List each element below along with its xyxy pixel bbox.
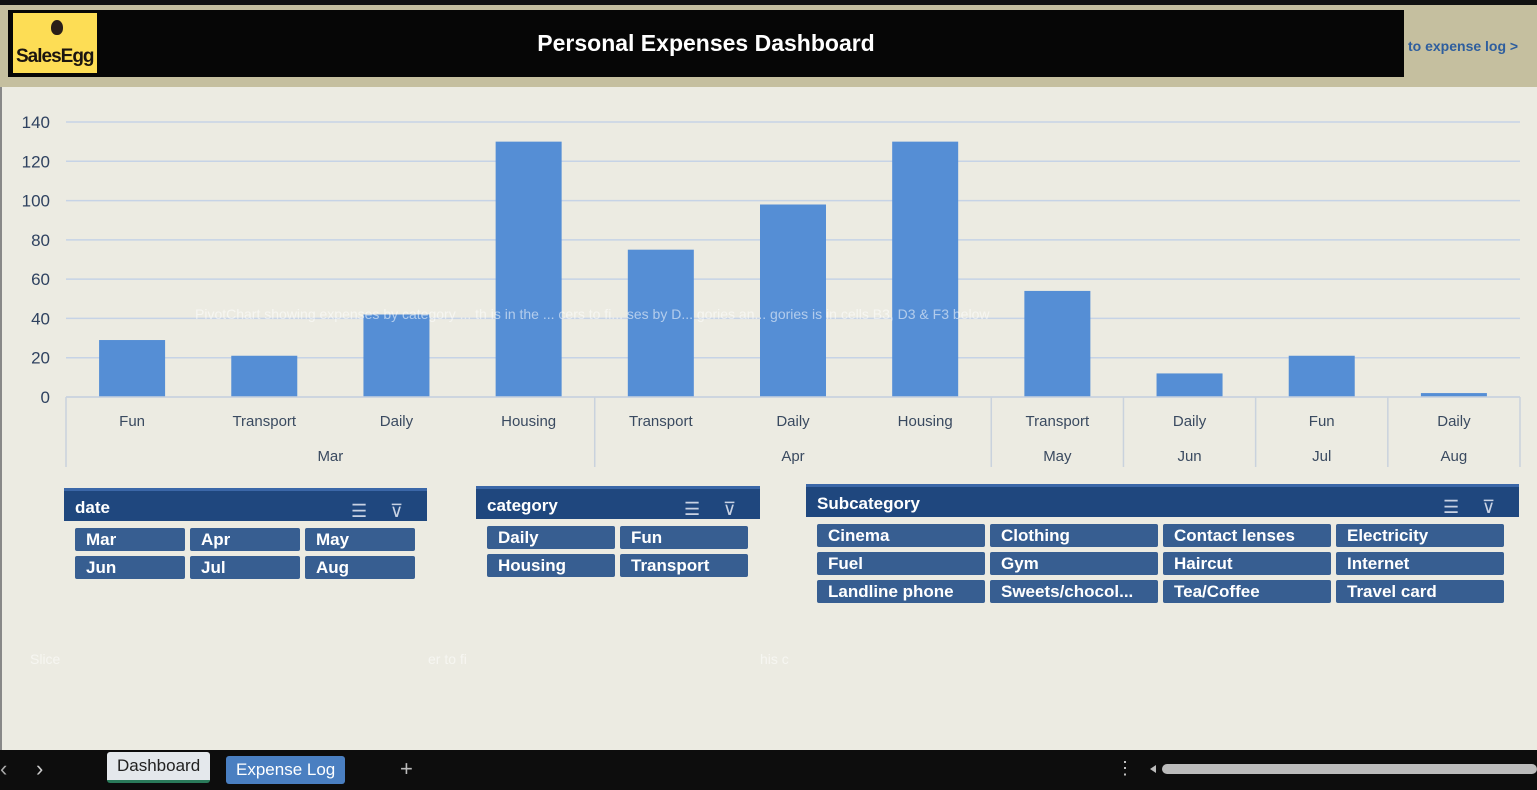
horizontal-scrollbar[interactable] — [1162, 764, 1537, 774]
x-group-label: Aug — [1441, 448, 1468, 465]
y-tick-label: 100 — [22, 192, 50, 211]
category-slicer: category ☰ ⊽ — [476, 486, 760, 519]
x-category-label: Housing — [501, 413, 556, 430]
y-tick-label: 0 — [41, 388, 50, 407]
date-slicer-item[interactable]: Aug — [305, 556, 415, 579]
chart-note: PivotChart showing expenses by category … — [195, 306, 990, 322]
prev-sheet-button[interactable]: ‹ — [0, 756, 8, 781]
x-group-label: Apr — [781, 448, 804, 465]
x-group-label: May — [1043, 448, 1072, 465]
date-slicer-item[interactable]: Mar — [75, 528, 185, 551]
multi-select-icon[interactable]: ☰ — [351, 501, 368, 521]
bar — [760, 204, 826, 397]
bar — [363, 314, 430, 397]
page-title: Personal Expenses Dashboard — [537, 30, 875, 56]
sheet-tab-bar: ‹ › Dashboard Expense Log + ⋮ — [0, 750, 1537, 790]
logo-text: SalesEgg — [16, 46, 95, 67]
category-slicer-item[interactable]: Daily — [487, 526, 615, 549]
x-category-label: Daily — [1173, 413, 1207, 430]
subcategory-slicer-item[interactable]: Haircut — [1163, 552, 1331, 575]
multi-select-icon[interactable]: ☰ — [1443, 497, 1460, 517]
clear-filter-icon[interactable]: ⊽ — [390, 501, 404, 521]
left-border — [0, 87, 2, 750]
date-slicer: date ☰ ⊽ — [64, 488, 427, 521]
y-tick-label: 40 — [31, 309, 50, 328]
multi-select-icon[interactable]: ☰ — [684, 499, 701, 519]
subcategory-slicer-item[interactable]: Fuel — [817, 552, 985, 575]
expenses-pivot-chart[interactable]: 0 20 40 60 80 100 120 140 Fun Transport Daily Housi… — [0, 100, 1537, 470]
bar — [231, 355, 298, 397]
y-tick-label: 20 — [31, 349, 50, 368]
tab-dashboard[interactable]: Dashboard — [107, 752, 211, 783]
date-slicer-item[interactable]: Apr — [190, 528, 300, 551]
category-slicer-item[interactable]: Fun — [620, 526, 748, 549]
subcategory-slicer-item[interactable]: Contact lenses — [1163, 524, 1331, 547]
header-bar — [8, 10, 1404, 77]
date-slicer-item[interactable]: Jun — [75, 556, 185, 579]
x-group-label: Mar — [317, 448, 343, 465]
x-category-label: Housing — [898, 413, 953, 430]
subcategory-slicer-item[interactable]: Electricity — [1336, 524, 1504, 547]
x-category-label: Daily — [776, 413, 810, 430]
bar — [1156, 373, 1223, 397]
x-category-label: Transport — [232, 413, 296, 430]
subcategory-slicer: Subcategory ☰ ⊽ — [806, 484, 1519, 517]
slicer-note-2: er to fi — [428, 651, 467, 667]
y-tick-label: 80 — [31, 231, 50, 250]
y-tick-label: 140 — [22, 113, 50, 132]
subcategory-slicer-item[interactable]: Cinema — [817, 524, 985, 547]
date-slicer-item[interactable]: Jul — [190, 556, 300, 579]
slicer-title: category — [487, 496, 558, 515]
slicer-note-3: his c — [760, 651, 789, 667]
window-top — [0, 0, 1537, 5]
y-tick-label: 60 — [31, 270, 50, 289]
slicer-title: date — [75, 498, 110, 517]
x-category-label: Daily — [1437, 413, 1471, 430]
category-slicer-item[interactable]: Housing — [487, 554, 615, 577]
bar — [99, 340, 166, 397]
slicer-note-1: Slice — [30, 651, 61, 667]
expense-log-link[interactable]: to expense log > — [1408, 38, 1519, 54]
bar — [1288, 355, 1355, 397]
bar — [892, 141, 959, 397]
bar — [1420, 393, 1487, 397]
x-category-label: Daily — [380, 413, 414, 430]
add-sheet-button[interactable]: + — [400, 756, 413, 781]
subcategory-slicer-item[interactable]: Travel card — [1336, 580, 1504, 603]
next-sheet-button[interactable]: › — [36, 756, 44, 781]
x-category-label: Fun — [119, 413, 145, 430]
category-slicer-item[interactable]: Transport — [620, 554, 748, 577]
x-group-label: Jun — [1177, 448, 1201, 465]
x-category-label: Transport — [1026, 413, 1090, 430]
scroll-left-icon[interactable] — [1150, 765, 1156, 773]
saleseggs-logo: SalesEgg — [13, 13, 97, 73]
subcategory-slicer-item[interactable]: Landline phone — [817, 580, 985, 603]
x-category-label: Fun — [1309, 413, 1335, 430]
slicer-title: Subcategory — [817, 494, 920, 513]
subcategory-slicer-item[interactable]: Tea/Coffee — [1163, 580, 1331, 603]
bar — [495, 141, 562, 397]
subcategory-slicer-item[interactable]: Internet — [1336, 552, 1504, 575]
subcategory-slicer-item[interactable]: Clothing — [990, 524, 1158, 547]
x-category-label: Transport — [629, 413, 693, 430]
x-group-label: Jul — [1312, 448, 1331, 465]
egg-icon — [51, 20, 63, 35]
date-slicer-item[interactable]: May — [305, 528, 415, 551]
clear-filter-icon[interactable]: ⊽ — [723, 499, 737, 519]
tab-expense-log[interactable]: Expense Log — [226, 756, 346, 784]
y-tick-label: 120 — [22, 152, 50, 171]
bar — [627, 249, 694, 397]
bar — [1024, 290, 1091, 397]
subcategory-slicer-item[interactable]: Gym — [990, 552, 1158, 575]
subcategory-slicer-item[interactable]: Sweets/chocol... — [990, 580, 1158, 603]
more-options-icon[interactable]: ⋮ — [1116, 758, 1134, 778]
clear-filter-icon[interactable]: ⊽ — [1482, 497, 1496, 517]
